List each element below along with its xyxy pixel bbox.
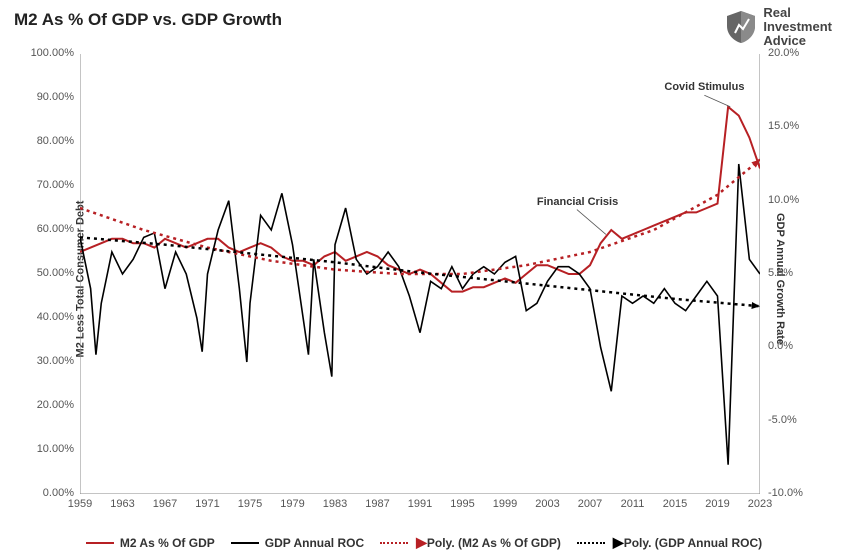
x-tick: 1975: [233, 498, 267, 510]
annotation: Financial Crisis: [537, 196, 618, 208]
y-left-tick: 10.00%: [18, 443, 74, 455]
x-tick: 2007: [573, 498, 607, 510]
y-left-tick: 70.00%: [18, 179, 74, 191]
y-right-tick: 10.0%: [768, 194, 816, 206]
y-left-tick: 50.00%: [18, 267, 74, 279]
brand-logo: RealInvestmentAdvice: [725, 6, 832, 48]
y-right-tick: 15.0%: [768, 120, 816, 132]
legend-item: M2 As % Of GDP: [86, 536, 215, 550]
x-tick: 1971: [191, 498, 225, 510]
chart-legend: M2 As % Of GDP GDP Annual ROC ▶Poly. (M2 A…: [0, 533, 848, 552]
x-tick: 1983: [318, 498, 352, 510]
shield-icon: [725, 9, 757, 45]
y-left-tick: 20.00%: [18, 399, 74, 411]
x-tick: 1991: [403, 498, 437, 510]
x-tick: 1959: [63, 498, 97, 510]
y-left-tick: 40.00%: [18, 311, 74, 323]
y-right-tick: 0.0%: [768, 340, 816, 352]
x-tick: 2011: [616, 498, 650, 510]
chart-title: M2 As % Of GDP vs. GDP Growth: [14, 10, 282, 30]
legend-item: ▶Poly. (GDP Annual ROC): [577, 534, 762, 551]
x-tick: 2003: [531, 498, 565, 510]
y-right-tick: 20.0%: [768, 47, 816, 59]
y-left-tick: 30.00%: [18, 355, 74, 367]
chart-plot: [80, 54, 760, 494]
legend-item: ▶Poly. (M2 As % Of GDP): [380, 534, 561, 551]
legend-item: GDP Annual ROC: [231, 536, 364, 550]
x-tick: 1999: [488, 498, 522, 510]
x-tick: 2023: [743, 498, 777, 510]
x-tick: 2015: [658, 498, 692, 510]
x-tick: 1963: [106, 498, 140, 510]
y-left-tick: 80.00%: [18, 135, 74, 147]
x-tick: 1995: [446, 498, 480, 510]
y-left-tick: 90.00%: [18, 91, 74, 103]
x-tick: 1979: [276, 498, 310, 510]
x-tick: 1967: [148, 498, 182, 510]
y-right-tick: -5.0%: [768, 414, 816, 426]
y-left-tick: 100.00%: [18, 47, 74, 59]
y-left-tick: 60.00%: [18, 223, 74, 235]
annotation: Covid Stimulus: [664, 81, 744, 93]
y-right-tick: 5.0%: [768, 267, 816, 279]
brand-text: RealInvestmentAdvice: [763, 6, 832, 48]
x-tick: 1987: [361, 498, 395, 510]
x-tick: 2019: [701, 498, 735, 510]
